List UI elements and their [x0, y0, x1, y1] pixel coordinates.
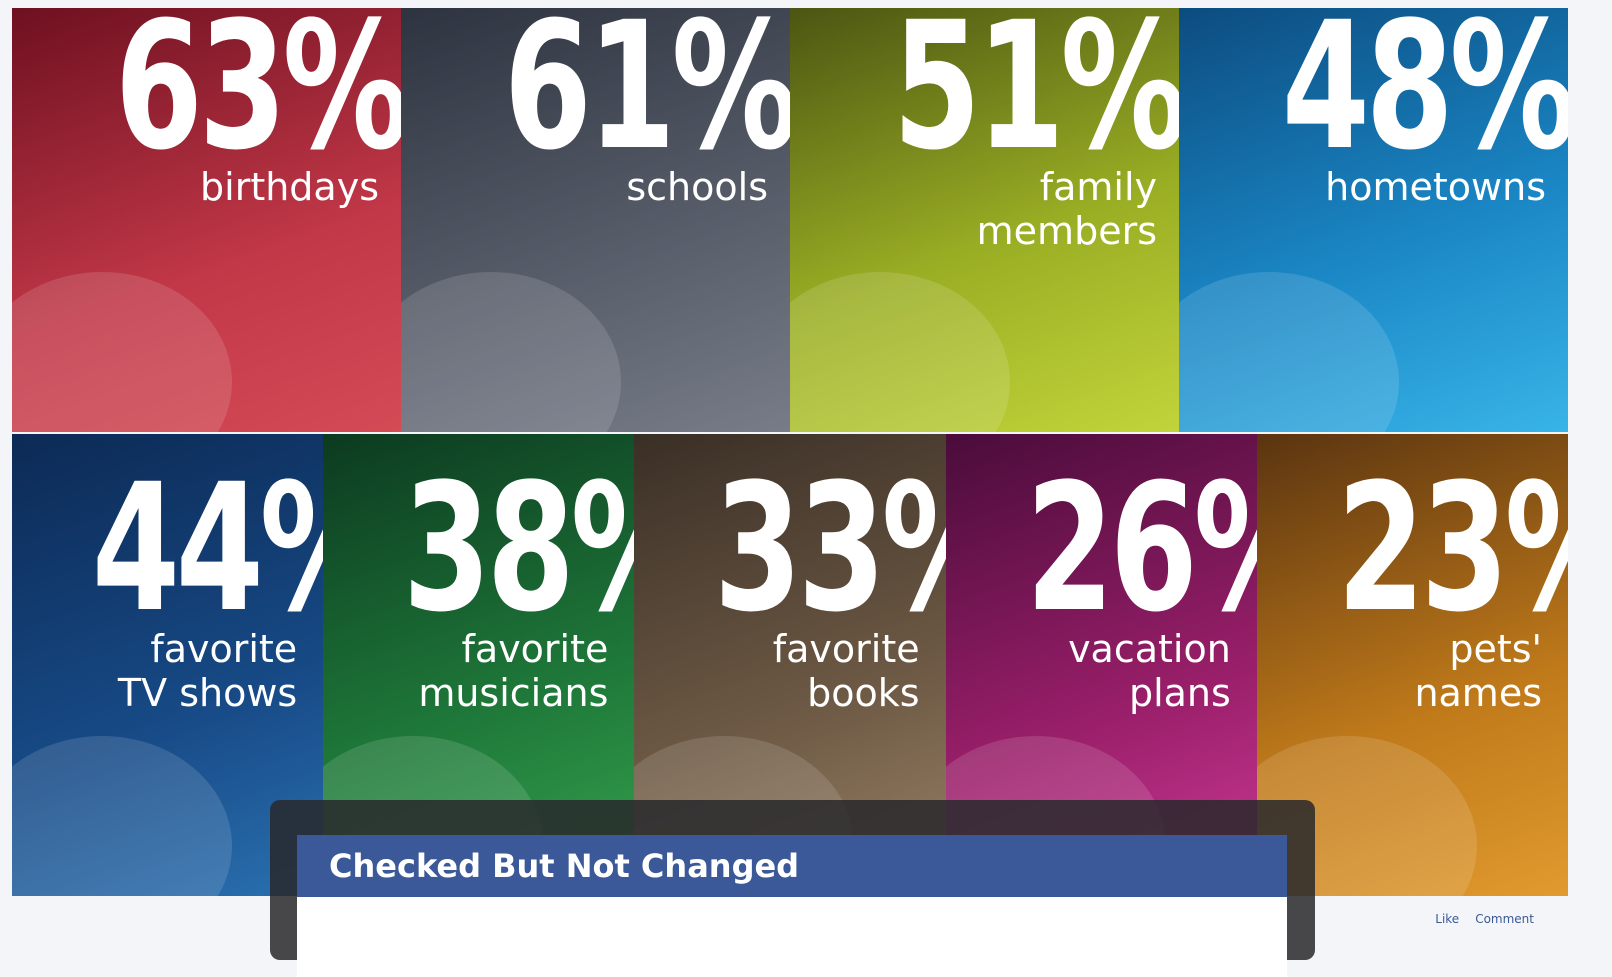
stat-label: books — [634, 674, 919, 712]
stat-value: 63% — [115, 12, 379, 162]
stat-value: 51% — [893, 12, 1157, 162]
footer-action[interactable]: Comment — [1475, 912, 1534, 926]
footer-action[interactable]: Like — [1435, 912, 1459, 926]
stat-value: 44% — [92, 474, 297, 624]
stat-tile: 63%birthdays — [12, 8, 401, 432]
stat-value: 61% — [504, 12, 768, 162]
decoration — [401, 272, 621, 432]
stat-value: 38% — [403, 474, 608, 624]
stat-label: names — [1257, 674, 1542, 712]
dialog-body — [297, 897, 1287, 977]
dialog-title: Checked But Not Changed — [297, 835, 1287, 897]
stat-value: 33% — [714, 474, 919, 624]
stat-tile: 48%hometowns — [1179, 8, 1568, 432]
stat-label: TV shows — [12, 674, 297, 712]
decoration — [12, 736, 232, 896]
stat-label: members — [790, 212, 1157, 250]
dialog: Checked But Not Changed — [270, 800, 1315, 960]
stat-value: 23% — [1337, 474, 1542, 624]
decoration — [790, 272, 1010, 432]
stat-label: musicians — [323, 674, 608, 712]
decoration — [12, 272, 232, 432]
decoration — [1179, 272, 1399, 432]
stat-tile: 61%schools — [401, 8, 790, 432]
stat-label: plans — [946, 674, 1231, 712]
stat-value: 48% — [1282, 12, 1546, 162]
stat-value: 26% — [1025, 474, 1230, 624]
footer: Like Comment — [1435, 912, 1534, 926]
